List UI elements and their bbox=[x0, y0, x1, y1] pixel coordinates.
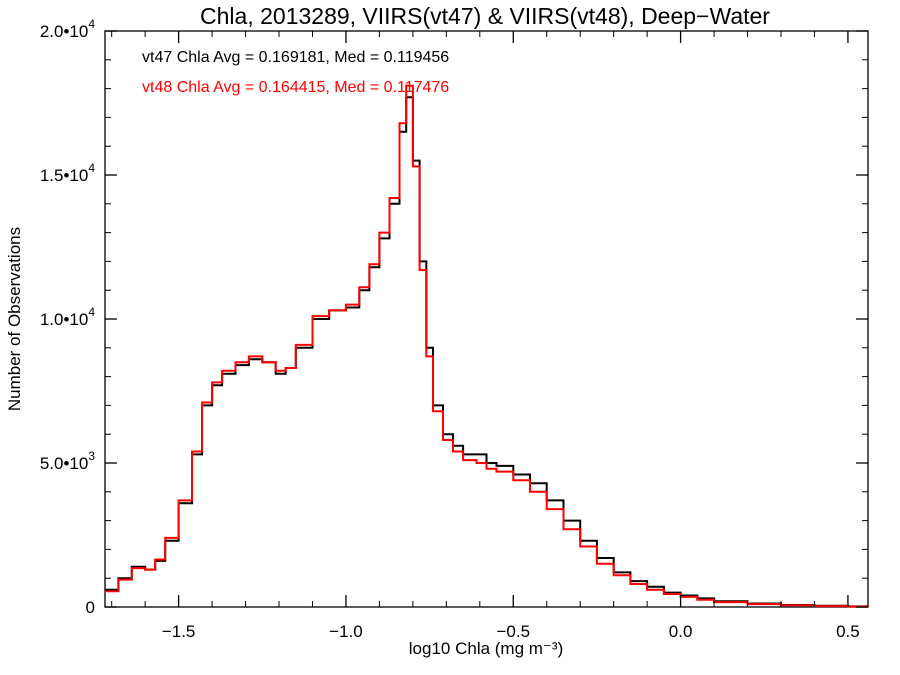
y-tick-exponent: 4 bbox=[88, 305, 95, 319]
y-tick-mantissa: 5.0•10 bbox=[40, 454, 89, 473]
x-tick-label: 0.5 bbox=[836, 622, 860, 641]
y-tick-label: 5.0•103 bbox=[40, 449, 96, 473]
y-axis-label: Number of Observations bbox=[5, 227, 24, 411]
y-tick-label: 0 bbox=[86, 598, 95, 617]
chart-title: Chla, 2013289, VIIRS(vt47) & VIIRS(vt48)… bbox=[200, 3, 770, 29]
y-tick-mantissa: 0 bbox=[86, 598, 95, 617]
x-tick-label: −1.5 bbox=[162, 622, 196, 641]
x-tick-label: −0.5 bbox=[496, 622, 530, 641]
series-line-1 bbox=[105, 84, 869, 608]
y-tick-mantissa: 1.5•10 bbox=[40, 166, 89, 185]
x-tick-label: −1.0 bbox=[329, 622, 363, 641]
y-tick-exponent: 4 bbox=[88, 17, 95, 31]
annotation-vt47: vt47 Chla Avg = 0.169181, Med = 0.119456 bbox=[142, 49, 449, 66]
y-tick-label: 1.0•104 bbox=[40, 305, 96, 329]
x-axis-label: log10 Chla (mg m⁻³) bbox=[409, 639, 563, 658]
x-axis-ticks: −1.5 −1.0 −0.5 0.0 0.5 bbox=[111, 31, 860, 641]
y-tick-label: 1.5•104 bbox=[40, 161, 96, 185]
annotation-vt48: vt48 Chla Avg = 0.164415, Med = 0.117476 bbox=[142, 79, 449, 96]
y-tick-mantissa: 1.0•10 bbox=[40, 310, 89, 329]
y-tick-label: 2.0•104 bbox=[40, 17, 96, 41]
plot-frame bbox=[104, 30, 869, 608]
x-tick-label: 0.0 bbox=[669, 622, 693, 641]
series-layer bbox=[105, 84, 869, 608]
y-tick-exponent: 4 bbox=[88, 161, 95, 175]
series-line-0 bbox=[105, 96, 869, 608]
y-tick-exponent: 3 bbox=[88, 449, 95, 463]
y-tick-mantissa: 2.0•10 bbox=[40, 22, 89, 41]
